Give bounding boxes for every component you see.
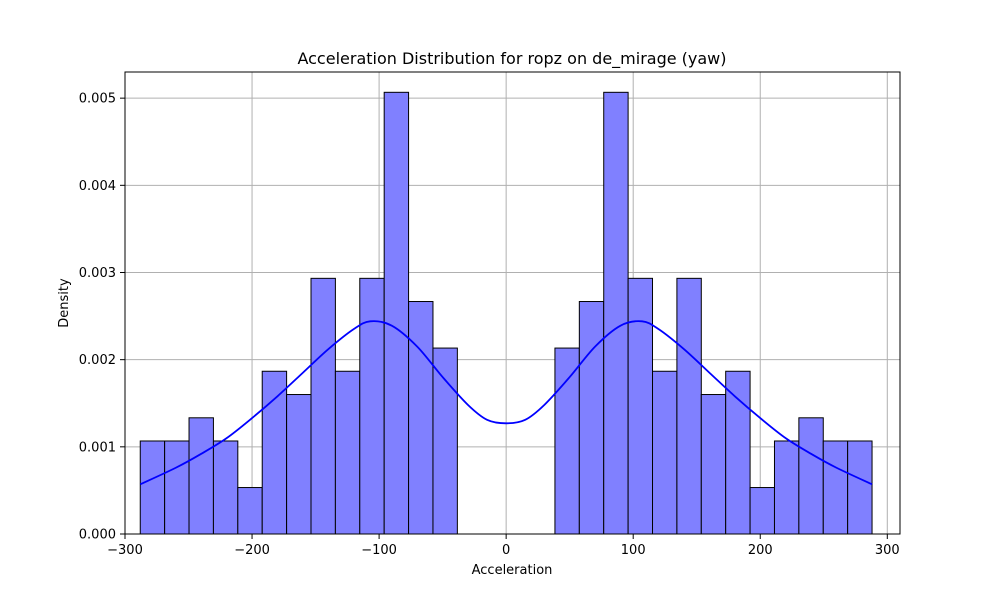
x-axis-ticks: −300 −200 −100 0 100 200 300	[107, 534, 900, 558]
histogram-bar	[408, 301, 434, 535]
histogram-bar	[261, 370, 288, 535]
histogram-bar	[212, 440, 239, 535]
histogram-bar	[432, 347, 458, 535]
y-tick-label: 0.003	[79, 266, 116, 281]
histogram-bar	[554, 347, 580, 535]
histogram-bar	[725, 370, 751, 535]
y-tick-label: 0.005	[79, 92, 116, 107]
histogram-bar	[847, 440, 873, 535]
y-tick-label: 0.004	[79, 179, 116, 194]
histogram-bar	[578, 301, 605, 535]
histogram-bar	[627, 277, 654, 535]
histogram-bar	[188, 417, 214, 535]
plot-frame	[124, 71, 901, 535]
histogram-bar	[310, 277, 336, 535]
histogram-bar	[676, 277, 702, 535]
histogram-bar	[798, 417, 824, 535]
histogram-bar	[773, 440, 800, 535]
y-tick-label: 0.001	[79, 440, 116, 455]
x-tick-label: −200	[234, 543, 270, 558]
x-tick-label: 100	[621, 543, 646, 558]
histogram-bar	[749, 487, 775, 535]
x-tick-label: −300	[107, 543, 143, 558]
x-axis-label: Acceleration	[472, 563, 553, 578]
histogram-bar	[139, 440, 166, 535]
histogram-bar	[652, 370, 678, 535]
y-axis-label: Density	[57, 278, 72, 328]
histogram-bar	[286, 394, 312, 535]
histogram-bar	[383, 91, 410, 535]
kde-curve	[139, 320, 873, 486]
histogram-bar	[164, 440, 190, 535]
x-tick-label: 0	[502, 543, 510, 558]
x-tick-label: −100	[361, 543, 397, 558]
histogram-bar	[700, 394, 727, 535]
chart-title: Acceleration Distribution for ropz on de…	[297, 49, 726, 69]
y-tick-label: 0.002	[79, 353, 116, 368]
histogram-bar	[237, 487, 263, 535]
y-tick-label: 0.000	[79, 528, 116, 543]
x-tick-label: 200	[748, 543, 773, 558]
y-axis-ticks: 0.000 0.001 0.002 0.003 0.004 0.005	[79, 92, 125, 543]
histogram-bar	[359, 277, 385, 535]
histogram-bar	[822, 440, 849, 535]
histogram-bar	[603, 91, 629, 535]
x-tick-label: 300	[875, 543, 900, 558]
histogram-bar	[334, 370, 361, 535]
